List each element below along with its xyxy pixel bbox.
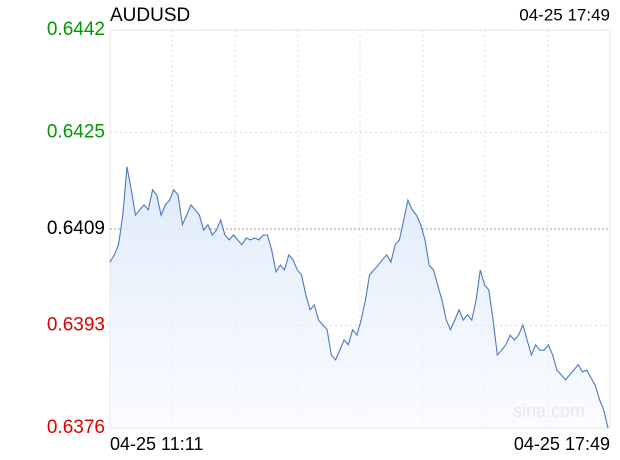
y-tick-label: 0.6442 — [47, 19, 105, 40]
timestamp: 04-25 17:49 — [519, 5, 610, 24]
y-tick-label: 0.6393 — [47, 315, 105, 336]
y-tick-label: 0.6409 — [47, 218, 105, 239]
area — [110, 166, 608, 428]
x-tick-label: 04-25 11:11 — [110, 434, 203, 454]
y-tick-label: 0.6425 — [47, 122, 105, 143]
price-line — [109, 166, 609, 429]
y-tick-label: 0.6376 — [47, 417, 105, 438]
chart-title: AUDUSD — [110, 5, 190, 26]
x-tick-label: 04-25 17:49 — [514, 434, 610, 454]
